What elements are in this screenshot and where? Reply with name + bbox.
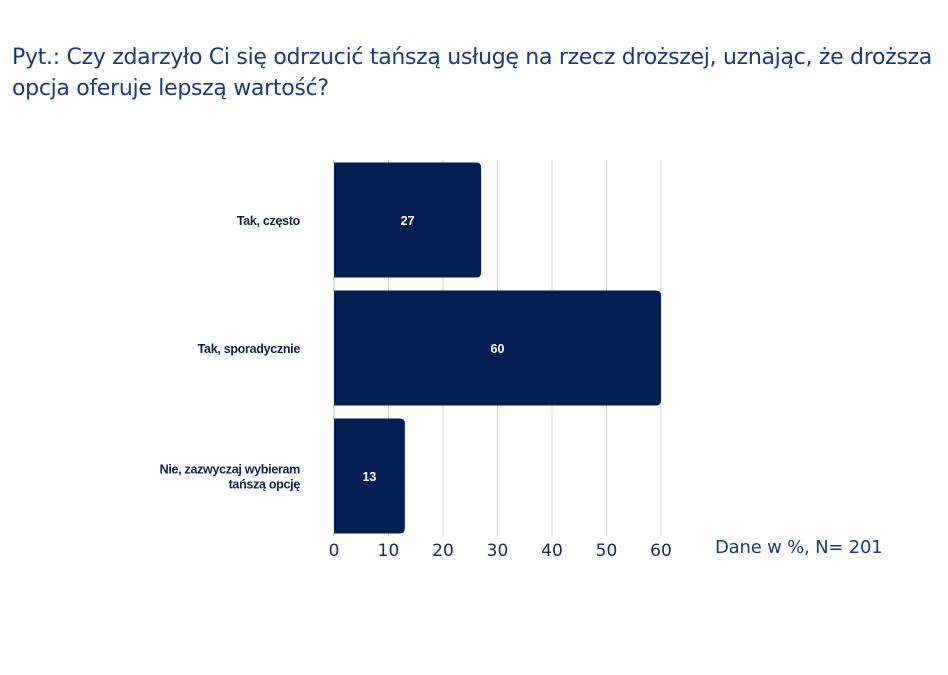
- x-tick-label-20: 20: [432, 541, 454, 561]
- bars: 27 60 13: [334, 162, 661, 534]
- x-tick-label-50: 50: [596, 541, 618, 561]
- x-tick-label-0: 0: [329, 541, 340, 561]
- chart-title: Pyt.: Czy zdarzyło Ci się odrzucić tańsz…: [12, 45, 932, 101]
- bar-value-label-1: 27: [401, 214, 415, 228]
- x-tick-label-60: 60: [650, 541, 672, 561]
- x-tick-label-10: 10: [378, 541, 400, 561]
- category-label-2: Tak, sporadycznie: [198, 342, 301, 356]
- category-label-3: Nie, zazwyczaj wybieram tańszą opcję: [160, 463, 301, 492]
- bar-2: [334, 290, 661, 406]
- bar-1: [334, 162, 482, 278]
- bar-value-label-3: 13: [362, 470, 376, 484]
- x-tick-label-30: 30: [487, 541, 509, 561]
- data-note: Dane w %, N= 201: [715, 537, 883, 558]
- bar-value-label-2: 60: [491, 342, 505, 356]
- category-labels: Tak, często Tak, sporadycznie Nie, zazwycz…: [160, 214, 301, 492]
- bar-3: [334, 418, 405, 534]
- x-axis-ticks: 0 10 20 30 40 50 60: [329, 541, 672, 561]
- category-label-1: Tak, często: [237, 214, 301, 228]
- x-tick-label-40: 40: [541, 541, 563, 561]
